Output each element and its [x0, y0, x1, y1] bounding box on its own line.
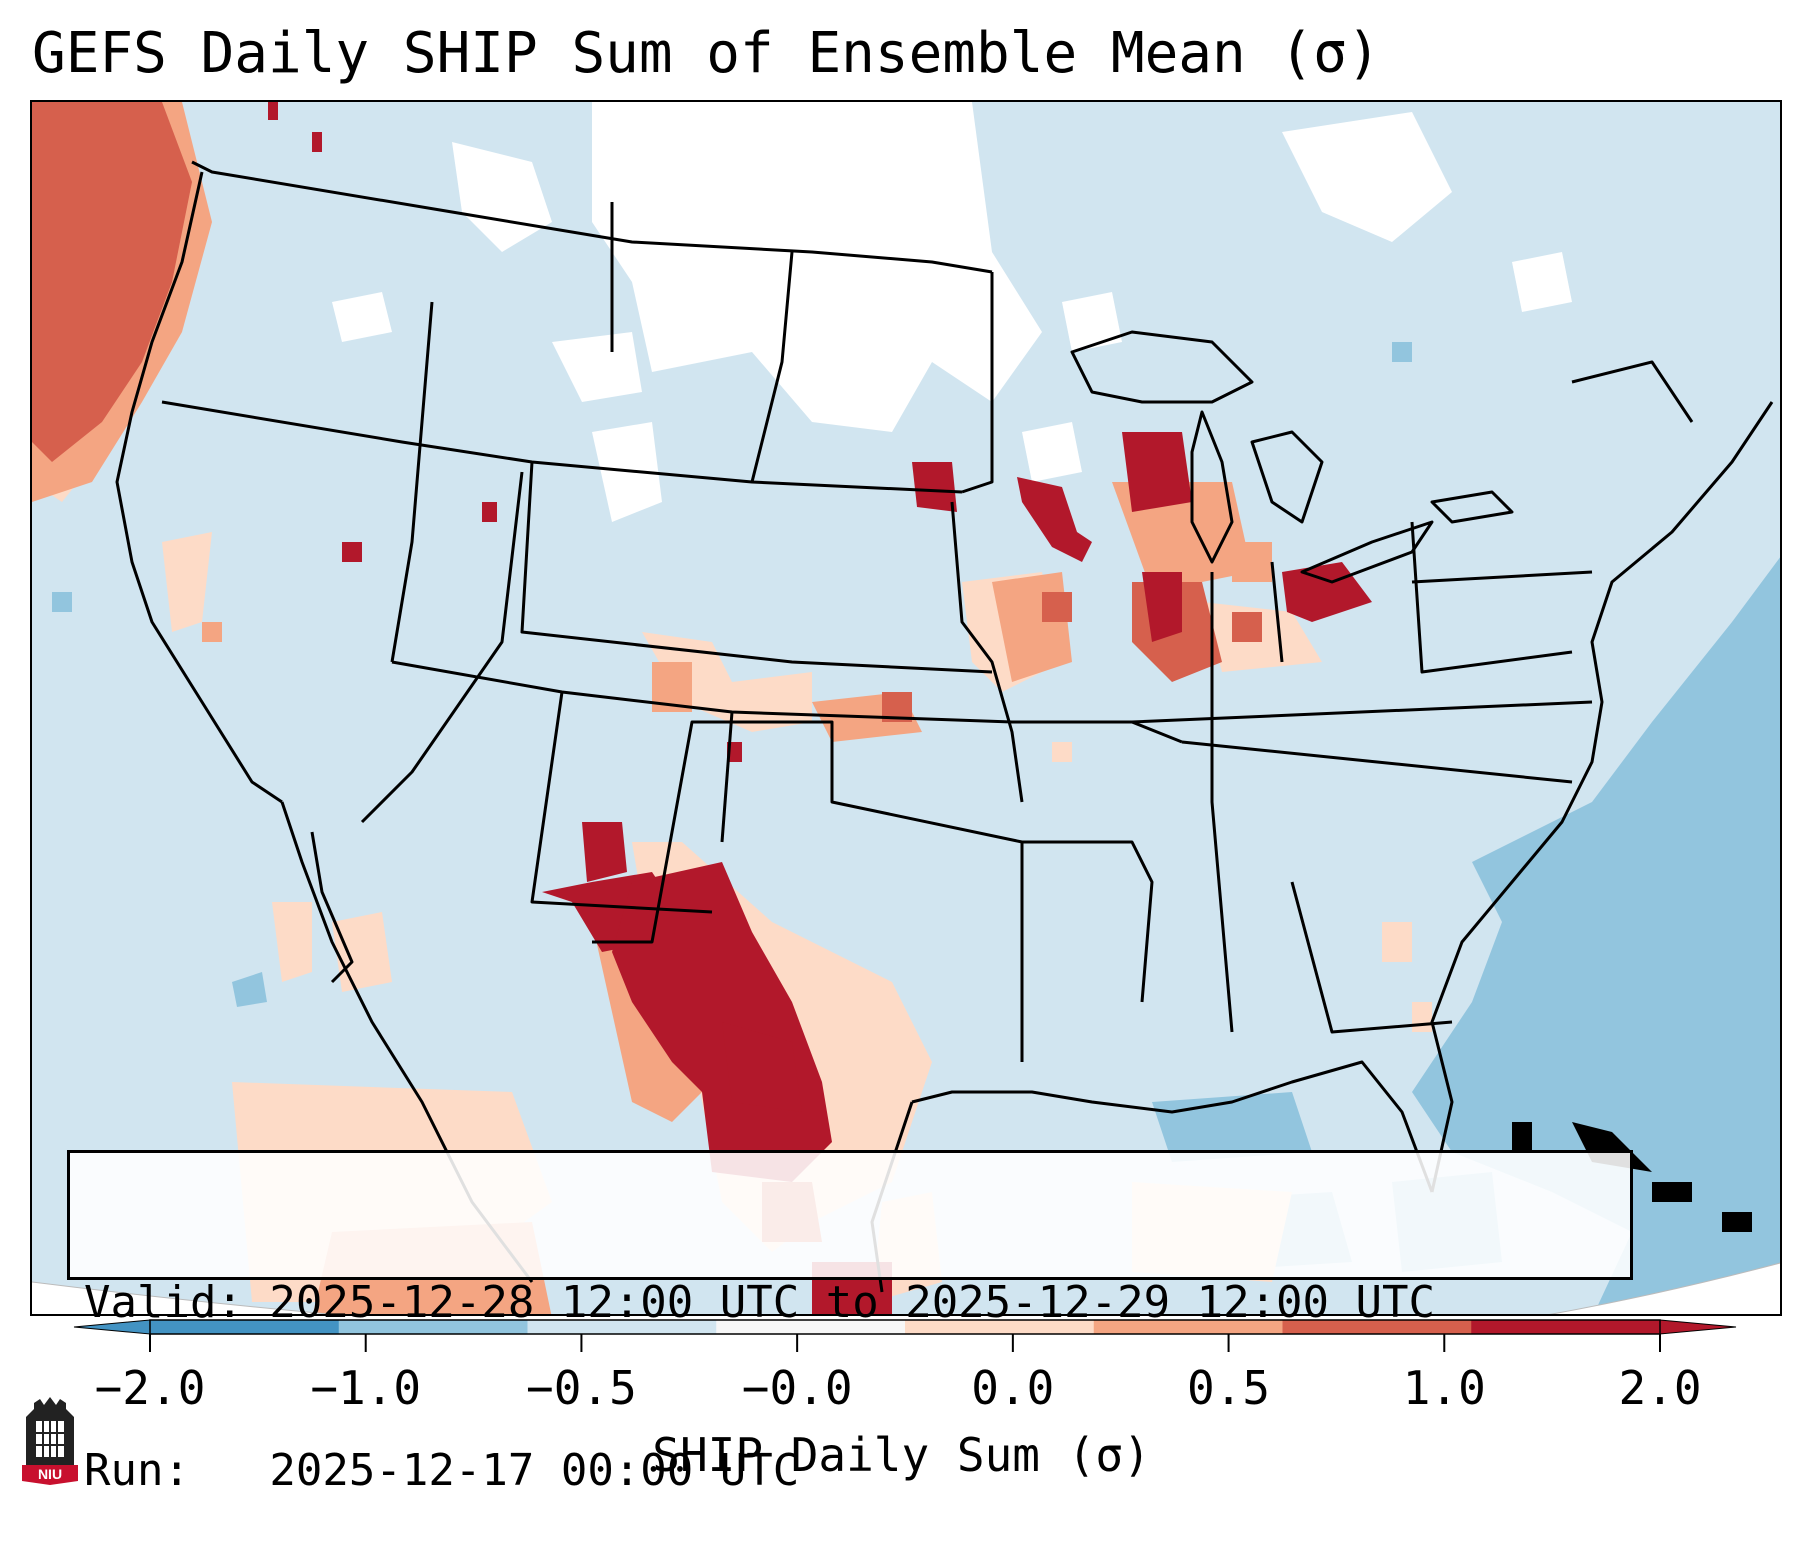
colorbar-label: SHIP Daily Sum (σ) [652, 1428, 1151, 1482]
lake-huron [1250, 430, 1324, 524]
lake-ontario [1430, 490, 1514, 524]
colorbar-tick-marks [149, 1334, 1661, 1352]
map-panel [30, 100, 1782, 1316]
east-coast [1430, 401, 1774, 1193]
tennessee-line [1181, 740, 1573, 784]
university-tower-logo-icon: NIU [22, 1397, 78, 1485]
colorbar-tick-label: −0.5 [526, 1361, 637, 1415]
colorbar [73, 1319, 1737, 1352]
west-coast [115, 171, 283, 804]
colorbar-segment [905, 1320, 1095, 1334]
nm-tx-line [720, 711, 734, 843]
nevada-line [360, 471, 524, 824]
colorbar-segment [150, 1320, 340, 1334]
colorbar-tick-label: 2.0 [1618, 1361, 1702, 1415]
colorbar-segment [1282, 1320, 1472, 1334]
new-england-line [1571, 360, 1694, 423]
ny-pa-line [1411, 570, 1593, 584]
projection-edge [32, 1262, 1780, 1314]
lake-michigan [1190, 410, 1234, 564]
gulf-coast [911, 1060, 1434, 1193]
colorbar-segment [1093, 1320, 1283, 1334]
colorbar-segment [527, 1320, 717, 1334]
info-box: Valid: 2025-12-28 12:00 UTC to 2025-12-2… [67, 1150, 1633, 1496]
logo-text: NIU [38, 1466, 62, 1482]
colorbar-extend-max [1659, 1319, 1737, 1335]
map-svg [32, 102, 1780, 1314]
colorbar-segments [73, 1319, 1737, 1335]
colorbar-tick-label: 1.0 [1402, 1361, 1486, 1415]
oklahoma-texas-line [722, 720, 1024, 1062]
chart-title: GEFS Daily SHIP Sum of Ensemble Mean (σ) [32, 21, 1381, 86]
colorbar-tick-label: −2.0 [94, 1361, 206, 1415]
lake-erie [1300, 520, 1434, 584]
four-corners-line [530, 691, 713, 914]
missouri-line [950, 501, 1024, 803]
kentucky-line [1131, 700, 1593, 724]
mexico-border [592, 720, 732, 944]
colorbar-segment [1471, 1320, 1661, 1334]
colorbar-tick-label: −1.0 [310, 1361, 422, 1415]
pennsylvania-line [1410, 521, 1573, 674]
colorbar-segment [338, 1320, 528, 1334]
colorbar-outline [149, 1319, 1661, 1335]
alabama-line [1210, 572, 1234, 1033]
colorbar-segment [716, 1320, 906, 1334]
boundary-lines [115, 160, 1774, 1293]
very-high-positive-anomaly [268, 102, 1372, 1314]
colorbar-extend-min [73, 1319, 151, 1335]
indiana-ohio-line [1270, 561, 1284, 663]
colorbar-tick-label: 0.5 [1187, 1361, 1271, 1415]
minnesota-line [961, 272, 994, 494]
us-canada-border [191, 160, 993, 274]
mississippi-line [1022, 840, 1154, 1003]
run-time-text: Run: 2025-12-17 00:00 UTC [84, 1445, 800, 1496]
colorbar-tick-label: 0.0 [971, 1361, 1055, 1415]
georgia-line [1290, 881, 1453, 1034]
dakotas-line [750, 251, 794, 483]
colorbar-tick-label: −0.0 [741, 1361, 853, 1415]
baja-peninsula [310, 831, 354, 984]
neutral-areas [332, 102, 1572, 522]
lake-superior [1070, 330, 1254, 404]
central-line [520, 461, 993, 674]
idaho-line [390, 301, 434, 663]
southern-line [391, 660, 1183, 744]
